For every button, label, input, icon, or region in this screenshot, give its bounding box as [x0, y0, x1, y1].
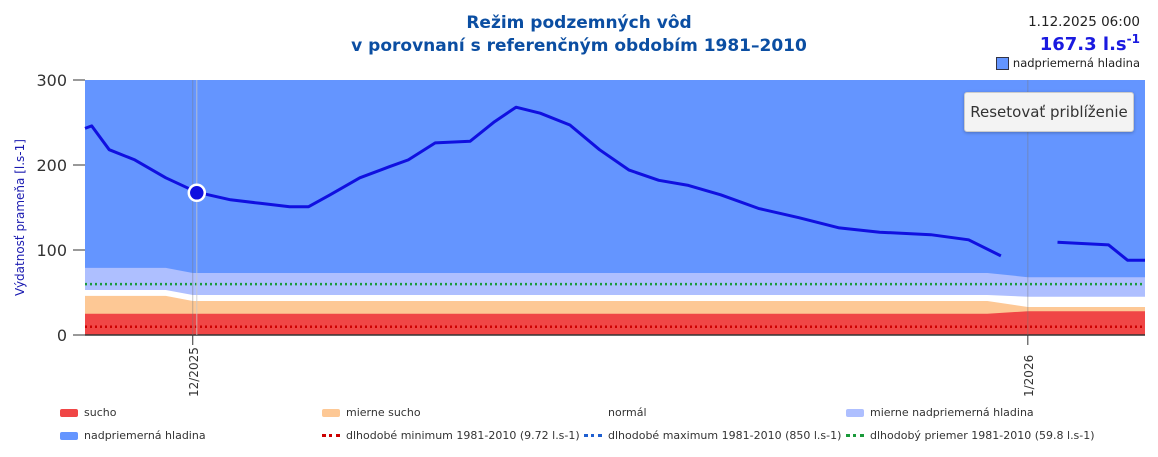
legend-dotted-line-icon: [322, 434, 340, 437]
legend-item[interactable]: dlhodobé minimum 1981-2010 (9.72 l.s-1): [322, 429, 584, 442]
legend-label: dlhodobé maximum 1981-2010 (850 l.s-1): [608, 429, 842, 442]
y-tick-label: 300: [36, 71, 67, 90]
tooltip-value: 167.3 l.s-1: [996, 32, 1140, 55]
legend: sucho mierne sucho normál mierne nadpriemer…: [60, 406, 1150, 442]
tooltip-datetime: 1.12.2025 06:00: [1028, 14, 1140, 30]
y-axis-label: Výdatnosť prameňa [l.s-1]: [13, 139, 27, 296]
legend-item[interactable]: sucho: [60, 406, 322, 419]
legend-item[interactable]: mierne nadpriemerná hladina: [846, 406, 1146, 419]
legend-label: nadpriemerná hladina: [84, 429, 206, 442]
tooltip-unit-exponent: -1: [1126, 32, 1140, 46]
legend-label: normál: [608, 406, 647, 419]
tooltip-category: nadpriemerná hladina: [995, 56, 1140, 70]
legend-item[interactable]: mierne sucho: [322, 406, 584, 419]
legend-item[interactable]: nadpriemerná hladina: [60, 429, 322, 442]
y-tick-label: 0: [57, 326, 67, 345]
chart-title: Režim podzemných vôd: [466, 13, 692, 33]
legend-area-icon: [584, 408, 602, 417]
legend-label: sucho: [84, 406, 117, 419]
x-tick-label: 12/2025: [187, 347, 201, 397]
x-tick-label: 1/2026: [1022, 355, 1036, 397]
legend-dotted-line-icon: [846, 434, 864, 437]
band-sucho: [85, 311, 1145, 335]
legend-label: dlhodobé minimum 1981-2010 (9.72 l.s-1): [346, 429, 580, 442]
legend-dotted-line-icon: [584, 434, 602, 437]
legend-label: mierne nadpriemerná hladina: [870, 406, 1034, 419]
legend-area-icon: [60, 431, 78, 440]
y-tick-label: 200: [36, 156, 67, 175]
legend-item[interactable]: normál: [584, 406, 846, 419]
legend-area-icon: [60, 408, 78, 417]
tooltip-panel: 1.12.2025 06:00 167.3 l.s-1 nadpriemerná…: [995, 14, 1140, 70]
legend-label: mierne sucho: [346, 406, 421, 419]
legend-label: dlhodobý priemer 1981-2010 (59.8 l.s-1): [870, 429, 1095, 442]
chart-subtitle: v porovnaní s referenčným obdobím 1981–2…: [351, 36, 807, 56]
y-tick-label: 100: [36, 241, 67, 260]
highlight-point[interactable]: [187, 183, 207, 203]
legend-area-icon: [846, 408, 864, 417]
reset-zoom-button[interactable]: Resetovať priblíženie: [964, 92, 1134, 132]
tooltip-value-text: 167.3 l.s: [1039, 34, 1127, 55]
legend-area-icon: [322, 408, 340, 417]
legend-item[interactable]: dlhodobé maximum 1981-2010 (850 l.s-1): [584, 429, 846, 442]
legend-item[interactable]: dlhodobý priemer 1981-2010 (59.8 l.s-1): [846, 429, 1146, 442]
category-swatch-icon: [995, 56, 1009, 70]
tooltip-category-label: nadpriemerná hladina: [1012, 56, 1140, 70]
